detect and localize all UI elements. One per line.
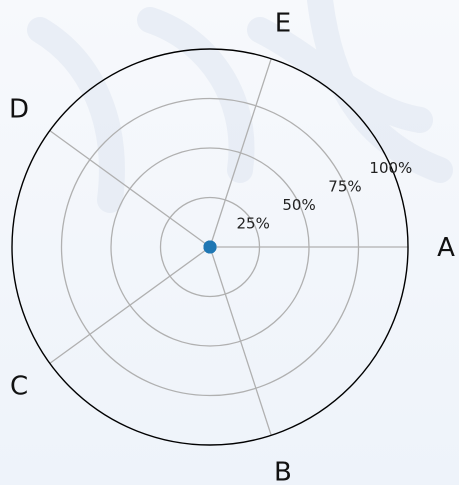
category-label-b: B [274, 457, 292, 485]
spoke-line [49, 130, 211, 248]
category-label-a: A [437, 233, 455, 263]
spoke-line [209, 58, 272, 248]
radial-tick-label: 25% [236, 215, 269, 233]
category-label-e: E [275, 9, 291, 39]
radial-tick-label: 100% [369, 159, 412, 177]
radial-tick-label: 50% [282, 196, 315, 214]
category-label-c: C [10, 372, 28, 402]
spoke-line [49, 246, 211, 364]
outer-frame [11, 48, 409, 446]
category-label-d: D [9, 94, 29, 124]
data-point [203, 240, 217, 254]
spoke-line [209, 246, 272, 436]
radial-tick-label: 75% [328, 178, 361, 196]
